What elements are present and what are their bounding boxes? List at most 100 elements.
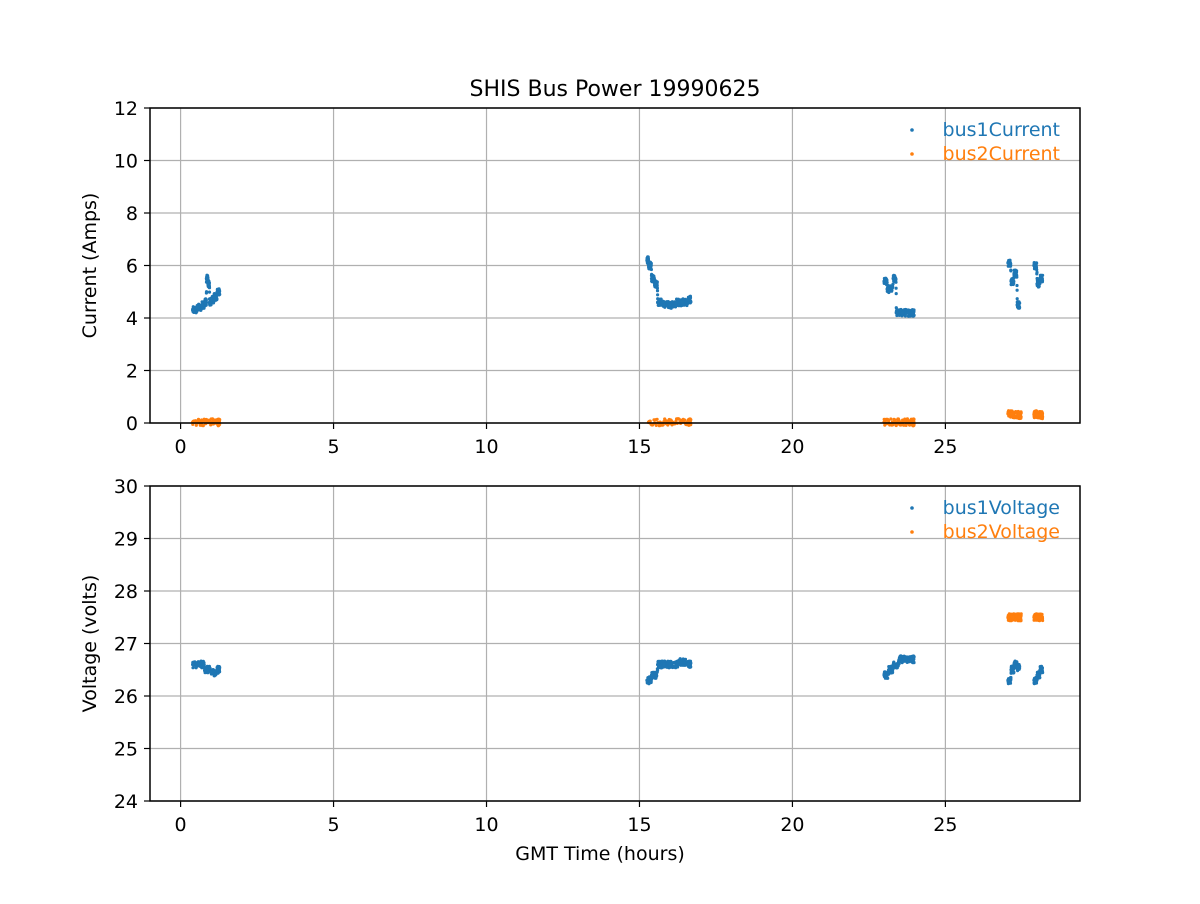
data-point [662,662,666,667]
data-point [885,287,890,291]
y-axis-label: Current (Amps) [79,193,101,339]
data-point [885,278,889,282]
x-tick-label: 10 [474,814,498,836]
data-point [1019,411,1023,415]
data-point [656,300,660,305]
data-point [1006,261,1010,265]
data-point [882,279,886,284]
data-point [1015,665,1020,669]
series-bus1Voltage [191,654,1045,686]
data-point [1008,258,1012,262]
data-point [680,300,685,305]
data-point [882,673,886,677]
data-point [1038,615,1042,620]
data-point [1035,268,1039,272]
data-point [206,282,210,286]
data-point [1009,279,1013,284]
data-point [891,662,896,667]
y-tick-label: 28 [114,581,138,603]
data-point [1038,668,1042,672]
data-point [676,665,680,669]
legend-label-bus2Voltage: bus2Voltage [943,521,1060,543]
data-point [1040,279,1045,283]
data-point [649,276,654,281]
data-point [912,417,916,421]
data-point [649,267,654,272]
data-point [1040,666,1044,670]
data-point [891,282,895,286]
data-point [1035,615,1039,620]
legend-marker [910,530,914,534]
data-point [201,424,205,428]
data-point [218,665,222,670]
x-tick-label: 15 [627,436,651,458]
data-point [654,423,658,427]
voltage-panel: 0 5 10 15 20 25 24 25 26 27 28 29 30 bus1Voltagebus2V… [79,476,1081,865]
data-point [203,300,207,305]
y-tick-label: 27 [114,634,138,656]
data-point [1041,618,1045,623]
data-point [1041,273,1045,277]
data-point [1006,678,1010,683]
data-point [191,308,195,312]
data-point [887,668,891,672]
data-point [912,655,916,659]
data-point [1032,678,1036,683]
data-point [646,263,651,268]
data-point [891,285,895,289]
x-axis-label: GMT Time (hours) [515,843,685,865]
data-point [645,258,649,263]
data-point [204,290,209,294]
data-point [1032,263,1036,268]
y-tick-label: 30 [114,476,138,498]
data-point [1040,612,1044,617]
data-point [677,660,681,664]
data-point [655,286,660,290]
data-point [655,417,659,421]
data-point [649,673,654,677]
data-point [649,261,653,265]
data-point [1041,671,1045,675]
data-point [1012,670,1016,675]
data-point [1015,269,1019,273]
data-point [195,305,200,310]
data-point [1015,275,1019,279]
data-point [912,661,916,665]
data-point [1038,676,1042,680]
data-point [686,297,691,302]
data-point [890,288,894,292]
data-point [668,662,672,667]
data-point [218,292,222,296]
data-point [209,670,213,675]
data-point [1015,297,1019,301]
data-point [1009,668,1013,672]
data-point [1038,413,1042,417]
data-point [1017,413,1021,417]
data-point [912,313,916,317]
data-point [1015,283,1019,288]
data-point [668,303,672,307]
data-point [1035,413,1039,417]
series-bus1Current [191,255,1045,318]
data-point [1041,415,1045,419]
data-point [889,417,893,421]
chart-title: SHIS Bus Power 19990625 [470,77,761,102]
data-point [1035,673,1039,677]
data-point [1010,412,1015,417]
data-point [197,662,201,667]
data-point [645,678,649,683]
y-tick-label: 6 [126,256,138,278]
data-point [894,286,898,290]
x-tick-label: 10 [474,436,498,458]
series-bus2Voltage [1006,612,1045,623]
y-tick-label: 25 [114,739,138,761]
data-point [1019,612,1023,616]
data-point [900,311,905,315]
data-point [653,282,657,286]
data-point [656,668,660,673]
data-point [1009,675,1013,680]
data-point [1032,412,1036,417]
data-point [1009,262,1013,266]
